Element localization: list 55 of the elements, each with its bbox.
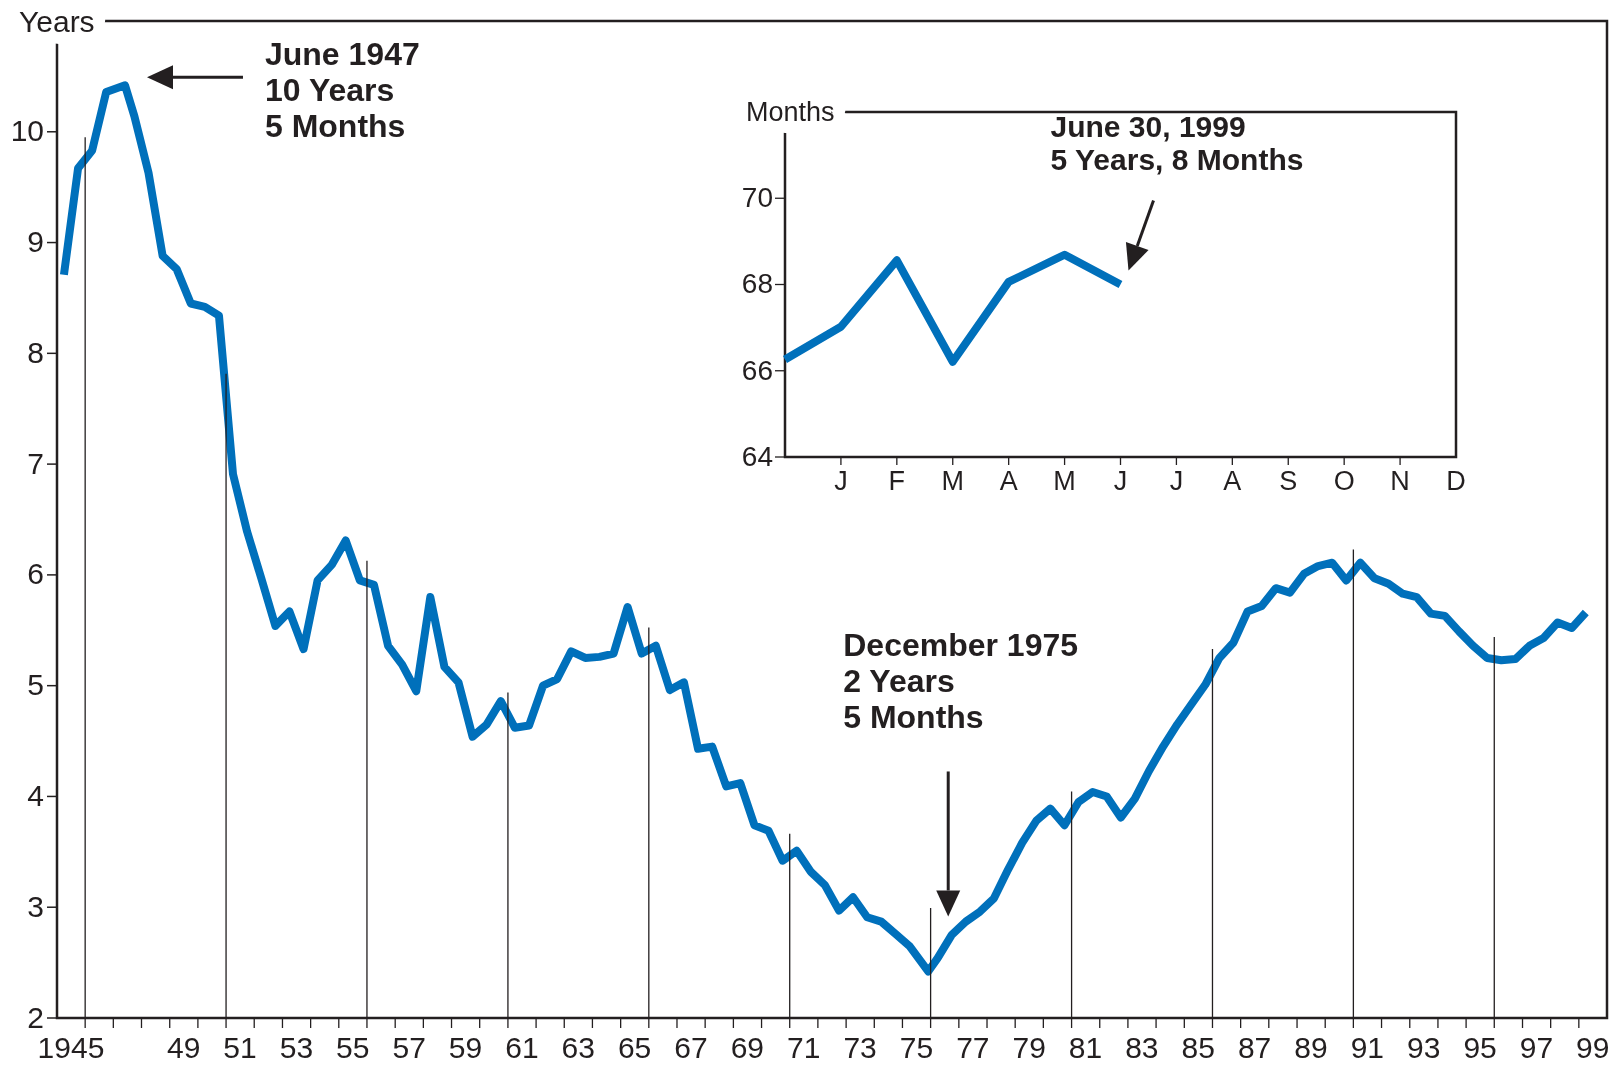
y-tick-label: 6 [27, 557, 44, 591]
x-tick-label: 55 [336, 1031, 370, 1064]
annotation: December 1975 2 Years 5 Months [843, 627, 1079, 736]
y-tick-label: 3 [27, 889, 44, 923]
x-tick-label: 63 [561, 1031, 595, 1064]
x-tick-label: 83 [1125, 1031, 1159, 1064]
x-tick-label: F [888, 466, 906, 496]
annotation: June 30, 1999 5 Years, 8 Months [1050, 109, 1304, 177]
y-tick-label: 7 [27, 446, 44, 480]
y-tick-label: 10 [10, 114, 44, 148]
x-tick-label: 53 [279, 1031, 314, 1064]
x-tick-label: O [1333, 466, 1355, 496]
x-tick-label: 77 [956, 1031, 990, 1064]
x-tick-label: 87 [1237, 1031, 1272, 1064]
x-tick-label: 95 [1463, 1031, 1497, 1064]
x-tick-label: 67 [674, 1031, 708, 1064]
annotation: June 1947 10 Years 5 Months [264, 36, 420, 144]
y-tick-label: 66 [741, 354, 773, 386]
x-tick-label: J [1113, 466, 1128, 496]
x-tick-label: 85 [1181, 1031, 1215, 1064]
x-tick-label: 51 [223, 1031, 257, 1064]
y-tick-label: 2 [27, 1000, 44, 1034]
x-tick-label: 69 [730, 1031, 765, 1064]
x-tick-label: A [1223, 466, 1242, 496]
y-tick-label: 64 [741, 440, 773, 472]
y-tick-label: 9 [27, 225, 44, 259]
x-tick-label: S [1279, 466, 1298, 496]
x-tick-label: 81 [1068, 1031, 1103, 1064]
x-tick-label: 75 [899, 1031, 934, 1064]
x-tick-label: 73 [843, 1031, 877, 1064]
x-tick-label: 99 [1576, 1031, 1610, 1064]
x-tick-label: 89 [1294, 1031, 1328, 1064]
x-tick-label: M [1053, 466, 1076, 496]
x-tick-label: 65 [617, 1031, 652, 1064]
x-tick-label: 57 [392, 1031, 426, 1064]
x-tick-label: M [941, 466, 964, 496]
x-tick-label: J [834, 466, 848, 496]
x-tick-label: 97 [1519, 1031, 1554, 1064]
x-tick-label: D [1446, 466, 1466, 496]
x-tick-label: 71 [786, 1031, 821, 1064]
x-tick-label: 79 [1012, 1031, 1046, 1064]
y-tick-label: 8 [27, 335, 44, 369]
y-tick-label: 4 [27, 779, 44, 813]
y-tick-label: 68 [741, 268, 773, 300]
x-tick-label: 93 [1407, 1031, 1441, 1064]
x-tick-label: 59 [448, 1031, 483, 1064]
y-tick-label: 5 [27, 668, 44, 702]
x-tick-label: N [1390, 466, 1410, 496]
x-tick-label: 91 [1350, 1031, 1385, 1064]
x-tick-label: 49 [167, 1031, 201, 1064]
y-tick-label: 70 [741, 182, 773, 214]
x-tick-label: A [999, 466, 1018, 496]
x-tick-label: 1945 [37, 1031, 105, 1064]
x-tick-label: 61 [505, 1031, 539, 1064]
x-tick-label: J [1169, 466, 1184, 496]
